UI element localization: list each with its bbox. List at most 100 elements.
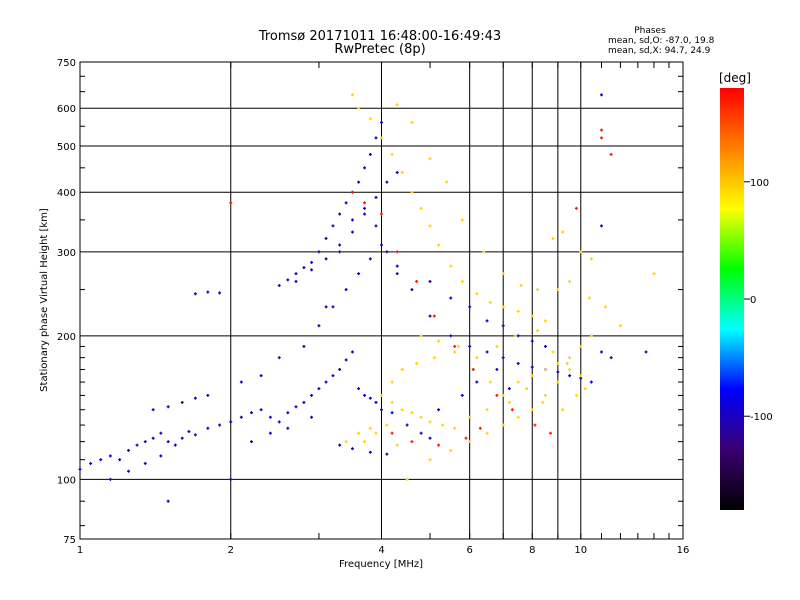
scatter-point-x	[400, 367, 404, 371]
scatter-point-o	[357, 180, 361, 184]
scatter-point-o	[357, 387, 361, 391]
y-tick-label: 750	[57, 58, 76, 69]
scatter-point-o	[249, 440, 253, 444]
scatter-point-o	[317, 250, 321, 254]
scatter-point-o	[644, 350, 648, 354]
scatter-point-o	[338, 367, 342, 371]
scatter-point-x	[415, 361, 419, 365]
scatter-point-o	[277, 420, 281, 424]
stats-o-line: mean, sd,O: -87.0, 19.8	[608, 36, 715, 46]
scatter-point-x	[568, 367, 572, 371]
scatter-point-o	[286, 411, 290, 415]
stats-heading: Phases	[634, 26, 666, 36]
scatter-point-o	[331, 305, 335, 309]
scatter-point-x	[530, 314, 534, 318]
scatter-point-x	[519, 283, 523, 287]
scatter-point-x	[475, 292, 479, 296]
scatter-point-x	[428, 224, 432, 228]
scatter-point-o	[543, 344, 547, 348]
scatter-point-x	[579, 250, 583, 254]
scatter-point-o	[259, 374, 263, 378]
scatter-point-x	[589, 257, 593, 261]
scatter-point-x	[468, 415, 472, 419]
scatter-point-o	[193, 433, 197, 437]
scatter-point-o	[324, 257, 328, 261]
scatter-point-x	[485, 408, 489, 412]
scatter-point-o	[166, 440, 170, 444]
y-tick-label: 600	[57, 104, 76, 115]
scatter-point-x	[363, 440, 367, 444]
scatter-point-o	[143, 461, 147, 465]
scatter-point-x	[410, 121, 414, 125]
scatter-point-x	[561, 408, 565, 412]
scatter-point-x	[405, 477, 409, 481]
scatter-point-o	[239, 415, 243, 419]
stats-x-line: mean, sd,X: 94.7, 24.9	[608, 46, 711, 56]
scatter-point-o	[485, 350, 489, 354]
scatter-point-x	[488, 300, 492, 304]
scatter-point-red	[229, 201, 233, 205]
scatter-point-o	[277, 283, 281, 287]
scatter-point-o	[89, 461, 93, 465]
scatter-point-x	[390, 152, 394, 156]
scatter-point-x	[579, 344, 583, 348]
scatter-point-o	[350, 350, 354, 354]
scatter-point-o	[135, 443, 139, 447]
scatter-point-o	[368, 450, 372, 454]
scatter-point-x	[344, 440, 348, 444]
scatter-point-red	[609, 152, 613, 156]
scatter-point-o	[556, 370, 560, 374]
scatter-point-x	[485, 431, 489, 435]
scatter-point-x	[543, 367, 547, 371]
scatter-point-o	[268, 415, 272, 419]
scatter-point-o	[363, 212, 367, 216]
scatter-point-x	[428, 420, 432, 424]
scatter-point-x	[568, 356, 572, 360]
scatter-point-o	[143, 440, 147, 444]
scatter-point-x	[368, 117, 372, 121]
scatter-point-red	[495, 393, 499, 397]
scatter-point-o	[395, 170, 399, 174]
scatter-point-o	[310, 260, 314, 264]
scatter-point-o	[530, 339, 534, 343]
scatter-point-o	[449, 296, 453, 300]
scatter-point-x	[453, 350, 457, 354]
scatter-point-o	[193, 396, 197, 400]
scatter-point-x	[587, 296, 591, 300]
scatter-point-o	[357, 272, 361, 276]
scatter-point-x	[543, 319, 547, 323]
scatter-point-o	[294, 279, 298, 283]
scatter-point-o	[310, 415, 314, 419]
scatter-point-o	[410, 288, 414, 292]
scatter-point-o	[310, 268, 314, 272]
scatter-point-x	[556, 288, 560, 292]
scatter-point-o	[180, 436, 184, 440]
scatter-point-o	[317, 324, 321, 328]
scatter-point-o	[390, 411, 394, 415]
scatter-point-o	[218, 423, 222, 427]
scatter-point-o	[385, 180, 389, 184]
scatter-point-o	[229, 477, 233, 481]
chart-subtitle: RwPretec (8p)	[334, 42, 425, 57]
scatter-point-red	[453, 344, 457, 348]
colorbar-label: [deg]	[719, 71, 751, 85]
scatter-point-o	[206, 393, 210, 397]
scatter-point-o	[609, 356, 613, 360]
scatter-point-o	[374, 136, 378, 140]
scatter-point-x	[556, 361, 560, 365]
scatter-point-o	[118, 458, 122, 462]
scatter-point-o	[331, 374, 335, 378]
scatter-point-o	[460, 393, 464, 397]
scatter-point-x	[530, 374, 534, 378]
scatter-point-o	[173, 443, 177, 447]
scatter-point-o	[363, 206, 367, 210]
scatter-point-o	[338, 212, 342, 216]
scatter-point-o	[600, 93, 604, 97]
scatter-point-x	[579, 374, 583, 378]
scatter-point-o	[229, 420, 233, 424]
x-tick-label: 2	[228, 545, 234, 556]
scatter-point-o	[302, 344, 306, 348]
scatter-point-o	[151, 408, 155, 412]
scatter-point-o	[286, 426, 290, 430]
scatter-point-o	[374, 400, 378, 404]
